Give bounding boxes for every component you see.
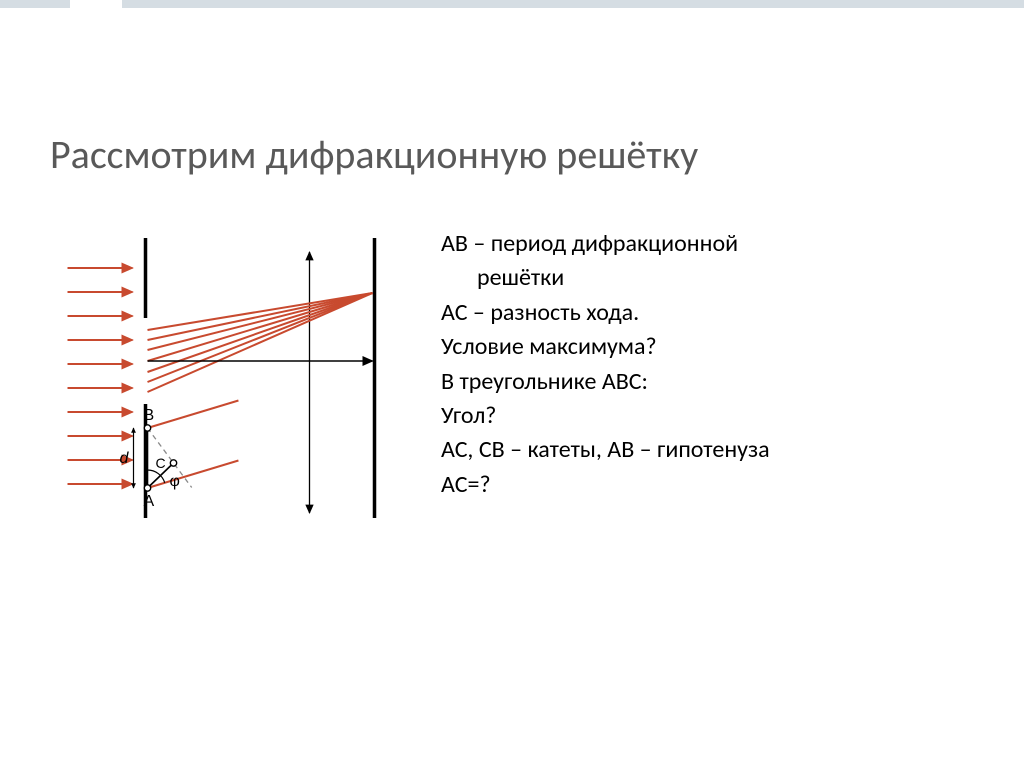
svg-text:d: d xyxy=(120,450,130,467)
slide-title: Рассмотрим дифракционную решётку xyxy=(50,130,698,179)
line-ac-eq: AC=? xyxy=(441,469,981,501)
svg-text:A: A xyxy=(144,493,155,510)
svg-text:C: C xyxy=(156,455,166,471)
line-katet: AC, CB – катеты, AB – гипотенуза xyxy=(441,434,981,466)
line-angle: Угол? xyxy=(441,400,981,432)
slide-top-border xyxy=(0,0,1024,8)
line-ac-path: AC – разность хода. xyxy=(441,297,981,329)
line-max-cond: Условие максимума? xyxy=(441,331,981,363)
svg-text:B: B xyxy=(144,407,155,424)
diffraction-diagram: A B Cd φ xyxy=(50,228,405,528)
line-triangle: В треугольнике ABC: xyxy=(441,366,981,398)
text-block: AB – период дифракционной решётки AC – р… xyxy=(441,228,981,528)
diagram-container: A B Cd φ xyxy=(50,228,405,528)
line-ab-period-2: решётки xyxy=(441,262,981,294)
svg-text:φ: φ xyxy=(170,473,180,490)
line-ab-period-1: AB – период дифракционной xyxy=(441,228,981,260)
content-row: A B Cd φ AB – период дифракционной решётки … xyxy=(50,228,981,528)
